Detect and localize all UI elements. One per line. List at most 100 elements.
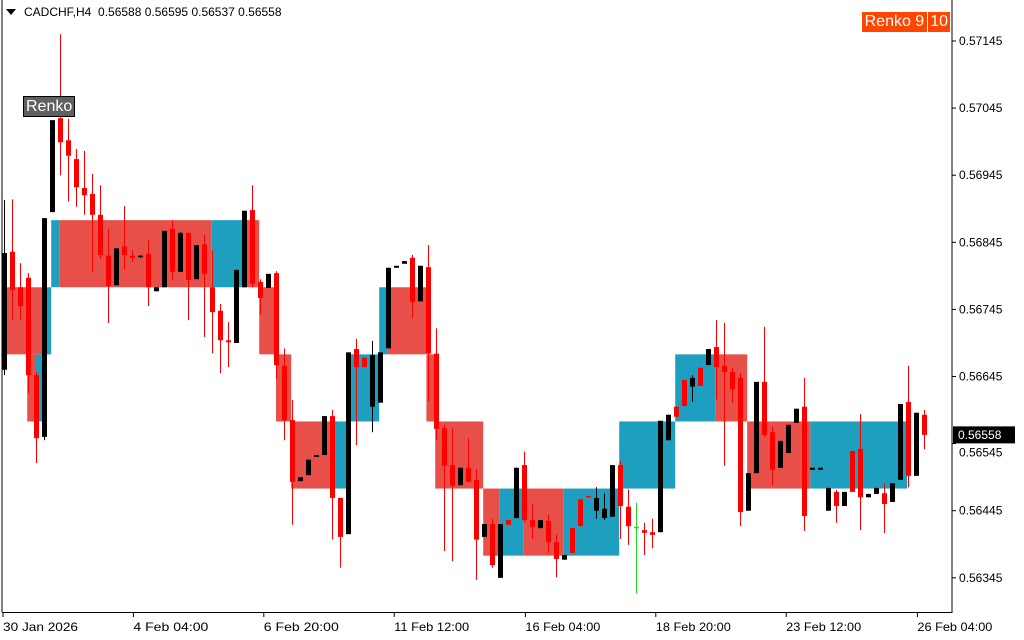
current-price-label: 0.56558: [958, 428, 1002, 442]
candle: [498, 524, 503, 578]
candle: [426, 244, 431, 402]
candle: [402, 261, 407, 264]
candle: [154, 287, 159, 292]
candle: [394, 265, 399, 268]
candle-body: [10, 251, 15, 290]
candle-body: [202, 244, 207, 274]
candle-body: [786, 424, 791, 453]
time-tick-label: 23 Feb 12:00: [786, 620, 861, 634]
candle-body: [866, 493, 871, 498]
candle-body: [330, 416, 335, 498]
candle: [458, 467, 463, 486]
candle: [642, 522, 647, 555]
candle: [618, 461, 623, 539]
candle: [530, 503, 535, 539]
candle-body: [530, 520, 535, 527]
renko-brick-up: [36, 354, 44, 422]
candle-body: [802, 406, 807, 517]
chart-header: CADCHF,H4 0.56588 0.56595 0.56537 0.5655…: [6, 5, 282, 19]
time-tick-label: 26 Feb 04:00: [917, 620, 992, 634]
candle-body: [706, 348, 711, 366]
candle-body: [858, 448, 863, 498]
candle: [202, 234, 207, 337]
candle: [546, 514, 551, 553]
renko-brick-down: [59, 220, 212, 288]
candle: [594, 487, 599, 519]
candle: [98, 185, 103, 260]
candle: [66, 118, 71, 202]
candle: [274, 271, 279, 380]
candle-body: [346, 352, 351, 535]
candle-body: [170, 228, 175, 272]
candle-body: [298, 477, 303, 482]
candle-body: [834, 491, 839, 507]
candle: [730, 367, 735, 403]
renko-brick-up: [379, 287, 388, 355]
candle: [554, 534, 559, 578]
candle: [450, 428, 455, 562]
candle: [34, 371, 39, 464]
candle: [922, 410, 927, 449]
candle-body: [810, 467, 815, 470]
candle-body: [218, 310, 223, 341]
candle-body: [130, 255, 135, 258]
candle-body: [290, 420, 295, 482]
candle-body: [42, 218, 47, 437]
candle: [490, 518, 495, 568]
candle-body: [106, 255, 111, 286]
candle: [322, 416, 327, 456]
candle-body: [482, 524, 487, 537]
candle: [810, 467, 815, 470]
ohlc-values: 0.56588 0.56595 0.56537 0.56558: [98, 5, 282, 19]
dropdown-triangle-icon[interactable]: [6, 9, 16, 15]
candle-body: [26, 277, 31, 376]
candle: [162, 230, 167, 288]
candle: [482, 524, 487, 537]
candle: [634, 502, 639, 594]
time-axis[interactable]: 30 Jan 2026 4 Feb 04:00 6 Feb 20:00 11 Feb …: [2, 612, 993, 634]
candle: [562, 554, 567, 560]
candle: [610, 465, 615, 517]
candle-body: [554, 542, 559, 560]
candle: [706, 348, 711, 366]
candle-body: [146, 253, 151, 288]
candle: [658, 420, 663, 533]
candle: [570, 528, 575, 553]
candle: [106, 228, 111, 323]
candle: [890, 483, 895, 502]
candle: [722, 322, 727, 466]
candle-body: [314, 455, 319, 458]
candle: [626, 489, 631, 545]
candle: [818, 467, 823, 470]
candle-body: [546, 520, 551, 543]
candle-body: [322, 416, 327, 456]
time-tick-label: 30 Jan 2026: [3, 620, 78, 634]
candle: [802, 377, 807, 531]
candle-body: [498, 524, 503, 578]
candle: [42, 218, 47, 441]
time-tick-label: 18 Feb 20:00: [656, 620, 731, 634]
candle: [194, 244, 199, 280]
candle: [386, 267, 391, 349]
candle: [522, 451, 527, 523]
candle-body: [450, 465, 455, 486]
candle-body: [362, 357, 367, 368]
renko-label: Renko: [23, 96, 76, 117]
candle: [474, 469, 479, 580]
candle: [74, 149, 79, 207]
candle-body: [642, 530, 647, 533]
candle-body: [538, 520, 543, 529]
candle: [18, 263, 23, 321]
candle: [138, 255, 143, 258]
price-axis[interactable]: 0.57145 0.57045 0.56945 0.56845 0.56745 0.566…: [952, 34, 1003, 585]
candle-body: [234, 269, 239, 343]
price-tick-label: 0.56845: [959, 235, 1003, 249]
candle: [378, 352, 383, 403]
renko-brick-down: [27, 354, 36, 422]
price-tick-label: 0.57045: [959, 101, 1003, 115]
candle-body: [818, 467, 823, 470]
candle-body: [722, 365, 727, 372]
candle: [346, 352, 351, 535]
candle-body: [850, 450, 855, 492]
